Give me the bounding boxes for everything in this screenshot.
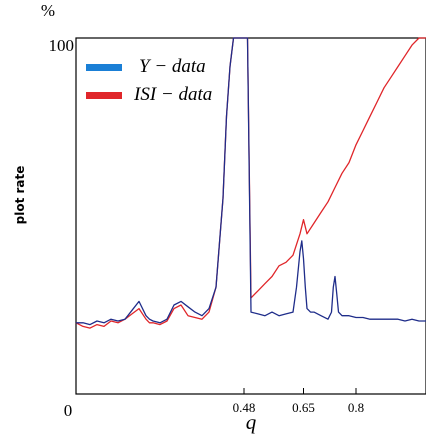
x-tick-label: 0 xyxy=(64,401,73,420)
x-tick-label: 0.8 xyxy=(348,400,364,415)
y-unit-label: % xyxy=(41,1,55,20)
plot-frame xyxy=(75,37,426,395)
series-line-y-data xyxy=(76,37,426,326)
x-axis-title: q xyxy=(246,410,257,434)
legend-label-isi-data: ISI − data xyxy=(133,84,212,105)
series-group xyxy=(75,37,426,329)
y-ticks: 100 xyxy=(49,36,75,55)
x-tick-label: 0.65 xyxy=(292,400,315,415)
legend-label-y-data: Y − data xyxy=(139,56,206,77)
legend-swatch-isi-data xyxy=(86,92,122,99)
y-axis-title: plot rate xyxy=(13,166,27,225)
legend-swatch-y-data xyxy=(86,64,122,71)
legend: Y − data ISI − data xyxy=(86,56,212,105)
x-ticks: 0 0.48 0.65 0.8 xyxy=(64,388,364,420)
x-tick-label: 0.48 xyxy=(233,400,256,415)
y-tick-label: 100 xyxy=(49,36,75,55)
